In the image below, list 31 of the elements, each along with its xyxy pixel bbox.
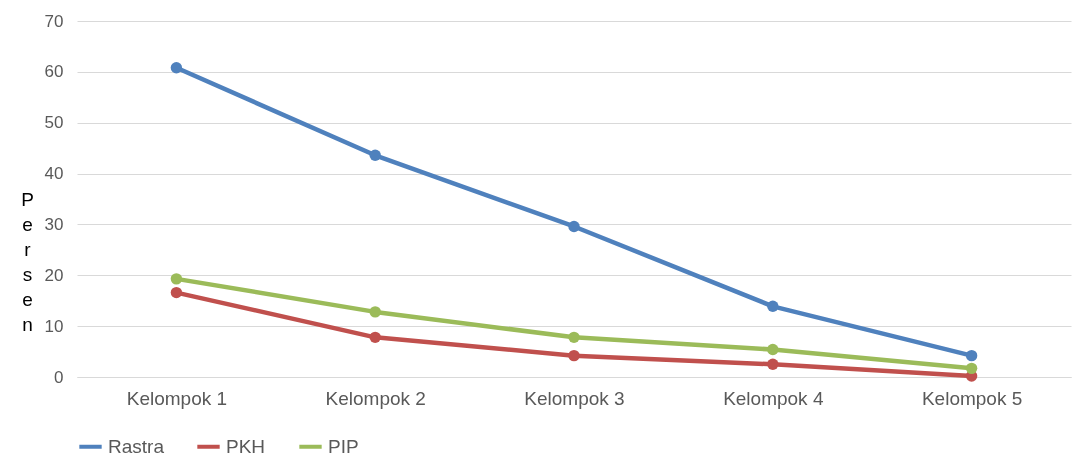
point [568,349,580,362]
point [170,62,183,74]
x-tick-label: Kelompok 1 [126,387,228,409]
x-tick-label: Kelompok 3 [524,387,625,409]
y-tick-label: 70 [44,11,64,31]
x-tick-label: Kelompok 4 [723,387,824,409]
y-tick-label: 0 [54,367,64,387]
point [767,343,779,356]
point [170,286,183,299]
y-tick-label: 30 [44,214,64,234]
point [767,358,779,370]
point [568,220,580,233]
y-tick-label: 60 [44,62,64,82]
point [568,331,580,344]
legend-label: Rastra [108,435,165,457]
point [170,273,183,285]
y-tick-label: 50 [44,113,64,133]
legend-label: PIP [328,435,359,457]
point [369,306,381,318]
x-tick-label: Kelompok 5 [921,387,1023,409]
point [369,149,381,161]
y-tick-label: 10 [44,316,64,336]
legend-label: PKH [226,435,266,457]
point [369,331,381,344]
y-tick-label: 40 [44,164,64,184]
y-tick-label: 20 [44,265,64,285]
point [965,362,978,375]
point [767,300,779,312]
x-tick-label: Kelompok 2 [325,387,426,409]
y-axis-title: Persen [21,188,34,335]
point [965,349,978,362]
